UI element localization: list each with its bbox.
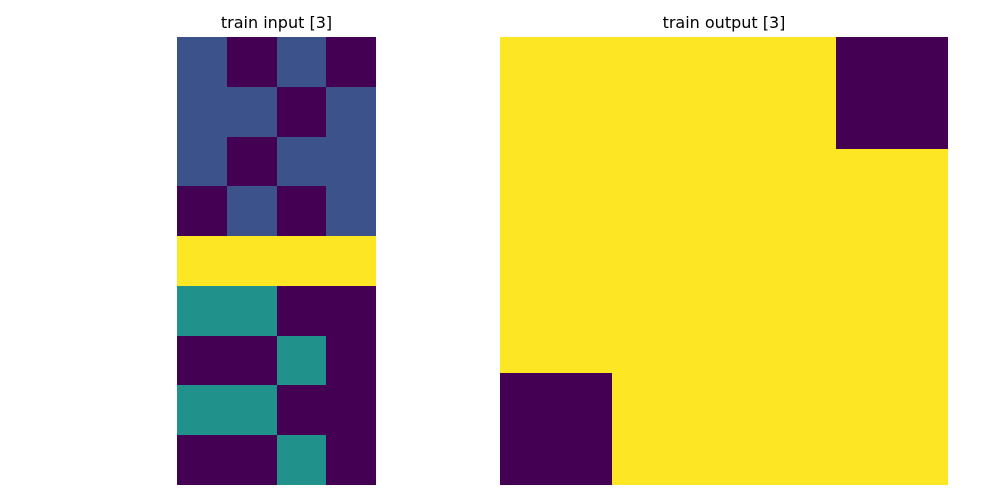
train-input-cell-r2-c1	[227, 137, 277, 186]
train-input-cell-r8-c0	[177, 435, 227, 485]
train-input-panel: train input [3]	[177, 0, 376, 500]
train-input-cell-r7-c1	[227, 385, 277, 435]
train-input-cell-r4-c0	[177, 236, 227, 286]
train-output-cell-r3-c2	[724, 373, 836, 485]
train-output-cell-r1-c2	[724, 149, 836, 261]
train-input-cell-r5-c0	[177, 286, 227, 336]
train-output-cell-r1-c3	[836, 149, 948, 261]
train-input-cell-r5-c3	[326, 286, 376, 336]
train-input-cell-r8-c3	[326, 435, 376, 485]
train-input-cell-r1-c3	[326, 87, 376, 137]
train-input-cell-r0-c3	[326, 37, 376, 87]
train-input-cell-r1-c2	[277, 87, 326, 137]
train-input-cell-r6-c0	[177, 336, 227, 385]
train-output-cell-r0-c2	[724, 37, 836, 149]
train-output-cell-r1-c1	[612, 149, 724, 261]
train-output-cell-r3-c1	[612, 373, 724, 485]
train-input-cell-r4-c2	[277, 236, 326, 286]
train-output-cell-r2-c2	[724, 261, 836, 373]
train-input-cell-r1-c1	[227, 87, 277, 137]
train-output-cell-r3-c3	[836, 373, 948, 485]
train-input-cell-r0-c2	[277, 37, 326, 87]
train-input-cell-r7-c2	[277, 385, 326, 435]
train-input-cell-r7-c0	[177, 385, 227, 435]
train-input-cell-r8-c2	[277, 435, 326, 485]
train-input-title: train input [3]	[220, 13, 333, 32]
train-output-cell-r0-c0	[500, 37, 612, 149]
train-input-cell-r1-c0	[177, 87, 227, 137]
train-input-cell-r4-c3	[326, 236, 376, 286]
train-input-cell-r5-c1	[227, 286, 277, 336]
train-input-cell-r3-c3	[326, 186, 376, 236]
train-output-cell-r0-c3	[836, 37, 948, 149]
train-input-cell-r2-c0	[177, 137, 227, 186]
train-input-cell-r5-c2	[277, 286, 326, 336]
train-input-grid	[177, 37, 376, 485]
train-input-cell-r4-c1	[227, 236, 277, 286]
train-input-cell-r6-c2	[277, 336, 326, 385]
train-input-cell-r7-c3	[326, 385, 376, 435]
train-input-cell-r6-c3	[326, 336, 376, 385]
train-output-cell-r1-c0	[500, 149, 612, 261]
train-output-cell-r2-c3	[836, 261, 948, 373]
train-input-cell-r3-c1	[227, 186, 277, 236]
train-input-cell-r3-c0	[177, 186, 227, 236]
train-output-cell-r2-c1	[612, 261, 724, 373]
train-output-grid	[500, 37, 948, 485]
train-input-cell-r0-c1	[227, 37, 277, 87]
train-output-title: train output [3]	[662, 13, 786, 32]
train-input-cell-r8-c1	[227, 435, 277, 485]
train-output-cell-r0-c1	[612, 37, 724, 149]
train-output-panel: train output [3]	[500, 0, 948, 500]
train-input-cell-r6-c1	[227, 336, 277, 385]
train-input-cell-r0-c0	[177, 37, 227, 87]
train-output-cell-r3-c0	[500, 373, 612, 485]
train-input-cell-r2-c2	[277, 137, 326, 186]
train-output-cell-r2-c0	[500, 261, 612, 373]
train-input-cell-r2-c3	[326, 137, 376, 186]
train-input-cell-r3-c2	[277, 186, 326, 236]
